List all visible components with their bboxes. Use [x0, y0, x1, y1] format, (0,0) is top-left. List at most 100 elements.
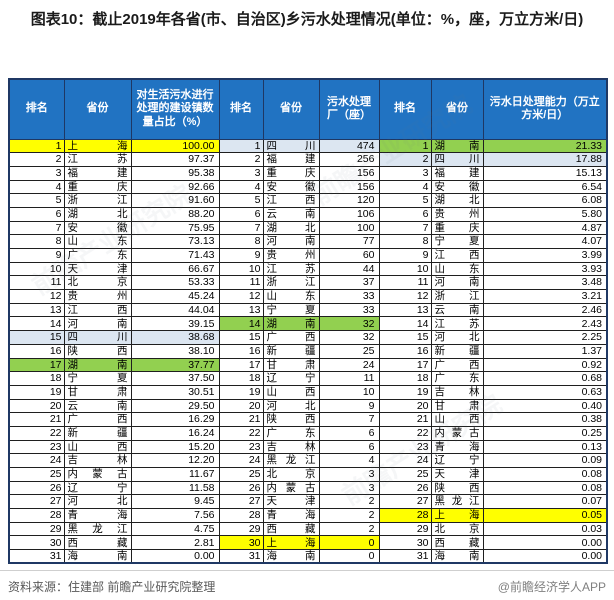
- rank-cell-g3: 30: [378, 535, 432, 551]
- province-cell-g3: 福建: [430, 165, 484, 181]
- province-cell-g1: 湖南: [63, 357, 132, 373]
- value-cell-g2: 256: [318, 152, 380, 167]
- province-cell-g3: 湖北: [430, 193, 484, 208]
- rank-cell-g3: 6: [378, 206, 432, 222]
- value-cell-g3: 2.25: [482, 330, 608, 345]
- report-figure: 前瞻产业研究院 前瞻产业研究院 前瞻产业研究院 图表10：截止2019年各省(市…: [0, 10, 614, 600]
- value-cell-g1: 37.77: [130, 357, 220, 373]
- value-cell-g1: 12.20: [130, 453, 220, 468]
- table-row: 6 湖北 88.20 6 云南 106 6 贵州 5.80: [8, 206, 608, 222]
- value-cell-g1: 0.00: [130, 549, 220, 564]
- province-cell-g1: 浙江: [63, 193, 132, 208]
- value-cell-g3: 3.21: [482, 289, 608, 304]
- table-row: 24 吉林 12.20 24 黑龙江 4 24 辽宁 0.09: [8, 453, 608, 468]
- rank-cell-g1: 21: [8, 412, 65, 427]
- rank-cell-g3: 9: [378, 248, 432, 263]
- province-cell-g2: 江西: [262, 193, 320, 208]
- province-cell-g3: 天津: [430, 467, 484, 482]
- rank-cell-g1: 22: [8, 425, 65, 441]
- value-cell-g3: 4.07: [482, 234, 608, 249]
- value-cell-g2: 2: [318, 494, 380, 510]
- rank-cell-g3: 22: [378, 425, 432, 441]
- value-cell-g3: 0.03: [482, 521, 608, 537]
- rank-cell-g2: 6: [218, 206, 264, 222]
- value-cell-g3: 15.13: [482, 165, 608, 181]
- province-cell-g3: 辽宁: [430, 453, 484, 468]
- value-cell-g1: 2.81: [130, 535, 220, 551]
- rank-cell-g1: 3: [8, 165, 65, 181]
- rank-cell-g1: 13: [8, 302, 65, 318]
- value-cell-g1: 45.24: [130, 289, 220, 304]
- province-cell-g1: 北京: [63, 275, 132, 291]
- rank-cell-g2: 13: [218, 302, 264, 318]
- province-cell-g2: 北京: [262, 467, 320, 482]
- rank-cell-g1: 9: [8, 248, 65, 263]
- rank-cell-g3: 23: [378, 439, 432, 455]
- value-cell-g1: 7.56: [130, 508, 220, 523]
- value-cell-g3: 0.09: [482, 453, 608, 468]
- value-cell-g1: 88.20: [130, 206, 220, 222]
- value-cell-g3: 0.38: [482, 412, 608, 427]
- rank-cell-g1: 1: [8, 138, 65, 154]
- rank-cell-g3: 1: [378, 138, 432, 154]
- province-cell-g2: 四川: [262, 138, 320, 154]
- rank-cell-g2: 10: [218, 261, 264, 277]
- table-row: 10 天津 66.67 10 江苏 44 10 山东 3.93: [8, 261, 608, 277]
- value-cell-g2: 9: [318, 398, 380, 414]
- province-cell-g1: 福建: [63, 165, 132, 181]
- value-cell-g3: 1.37: [482, 343, 608, 359]
- province-cell-g1: 新疆: [63, 425, 132, 441]
- value-cell-g1: 39.15: [130, 316, 220, 332]
- province-cell-g1: 陕西: [63, 343, 132, 359]
- table-row: 20 云南 29.50 20 河北 9 20 甘肃 0.40: [8, 398, 608, 414]
- province-cell-g2: 福建: [262, 152, 320, 167]
- rank-cell-g3: 25: [378, 467, 432, 482]
- rank-cell-g2: 3: [218, 165, 264, 181]
- province-cell-g2: 河北: [262, 398, 320, 414]
- province-cell-g1: 江西: [63, 302, 132, 318]
- value-cell-g3: 21.33: [482, 138, 608, 154]
- rank-cell-g3: 15: [378, 330, 432, 345]
- col-header-rank-2: 排名: [218, 78, 264, 140]
- value-cell-g1: 91.60: [130, 193, 220, 208]
- value-cell-g2: 106: [318, 206, 380, 222]
- table-row: 17 湖南 37.77 17 甘肃 24 17 广西 0.92: [8, 357, 608, 373]
- value-cell-g2: 120: [318, 193, 380, 208]
- value-cell-g2: 10: [318, 384, 380, 400]
- rank-cell-g3: 10: [378, 261, 432, 277]
- province-cell-g1: 贵州: [63, 289, 132, 304]
- table-row: 31 海南 0.00 31 海南 0 31 海南 0.00: [8, 549, 608, 564]
- rank-cell-g2: 24: [218, 453, 264, 468]
- rank-cell-g2: 25: [218, 467, 264, 482]
- value-cell-g2: 0: [318, 535, 380, 551]
- value-cell-g2: 25: [318, 343, 380, 359]
- value-cell-g1: 30.51: [130, 384, 220, 400]
- province-cell-g3: 江西: [430, 248, 484, 263]
- value-cell-g1: 11.67: [130, 467, 220, 482]
- value-cell-g1: 16.29: [130, 412, 220, 427]
- value-cell-g3: 0.40: [482, 398, 608, 414]
- rank-cell-g2: 12: [218, 289, 264, 304]
- province-cell-g1: 天津: [63, 261, 132, 277]
- rank-cell-g2: 1: [218, 138, 264, 154]
- rank-cell-g2: 2: [218, 152, 264, 167]
- province-cell-g3: 山西: [430, 412, 484, 427]
- province-cell-g3: 上海: [430, 508, 484, 523]
- province-cell-g2: 江苏: [262, 261, 320, 277]
- province-cell-g1: 湖北: [63, 206, 132, 222]
- table-row: 28 青海 7.56 28 青海 2 28 上海 0.05: [8, 508, 608, 523]
- province-cell-g2: 广西: [262, 330, 320, 345]
- rank-cell-g3: 21: [378, 412, 432, 427]
- province-cell-g3: 重庆: [430, 220, 484, 236]
- province-cell-g1: 山西: [63, 439, 132, 455]
- value-cell-g2: 11: [318, 371, 380, 386]
- table-row: 1 上海 100.00 1 四川 474 1 湖南 21.33: [8, 138, 608, 154]
- rank-cell-g2: 28: [218, 508, 264, 523]
- rank-cell-g3: 11: [378, 275, 432, 291]
- province-cell-g1: 内蒙古: [63, 467, 132, 482]
- rank-cell-g3: 14: [378, 316, 432, 332]
- rank-cell-g2: 18: [218, 371, 264, 386]
- province-cell-g3: 湖南: [430, 138, 484, 154]
- rank-cell-g2: 21: [218, 412, 264, 427]
- province-cell-g3: 陕西: [430, 480, 484, 496]
